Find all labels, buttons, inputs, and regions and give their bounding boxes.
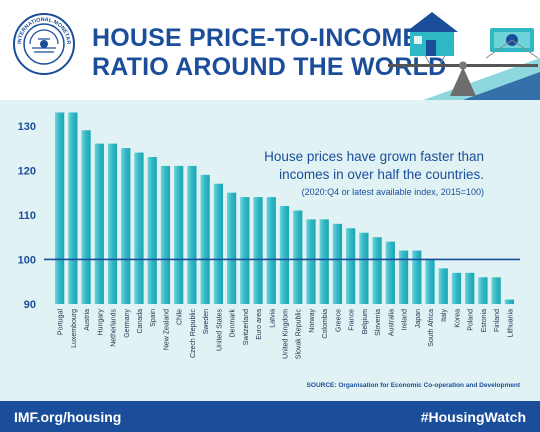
bar bbox=[94, 143, 104, 304]
bar bbox=[451, 272, 462, 304]
bar-chart: 90 100 110 120 130 Portugal Luxembourg Austria H… bbox=[18, 112, 520, 360]
x-tick-label: Austria bbox=[84, 309, 91, 331]
bar bbox=[187, 165, 197, 304]
imf-logo: INTERNATIONAL MONETARY FUND bbox=[12, 12, 75, 75]
x-tick-label: Hungary bbox=[97, 309, 104, 336]
x-tick-label: Latvia bbox=[269, 309, 276, 328]
bar bbox=[174, 165, 184, 304]
x-tick-label: France bbox=[349, 309, 356, 331]
bar bbox=[332, 223, 343, 304]
title-line-1: HOUSE PRICE-TO-INCOME bbox=[92, 24, 420, 52]
x-tick-label: Ireland bbox=[402, 309, 409, 331]
bar bbox=[279, 206, 290, 304]
x-tick-label: Slovak Republic bbox=[296, 309, 303, 360]
x-tick-label: Lithuania bbox=[507, 309, 514, 338]
source-note: SOURCE: Organisation for Economic Co-ope… bbox=[306, 382, 520, 389]
bar bbox=[293, 210, 303, 304]
x-tick-label: Korea bbox=[454, 309, 461, 328]
bar bbox=[346, 228, 356, 304]
x-tick-label: Belgium bbox=[362, 309, 369, 334]
y-tick-label: 130 bbox=[18, 121, 36, 133]
bar bbox=[425, 259, 435, 304]
bar bbox=[372, 237, 382, 304]
x-tick-label: Canada bbox=[137, 309, 144, 334]
x-tick-label: Slovenia bbox=[375, 309, 382, 336]
x-tick-label: Spain bbox=[150, 309, 157, 327]
bar bbox=[398, 250, 409, 304]
x-tick-label: Luxembourg bbox=[71, 309, 78, 348]
annotation-note: (2020:Q4 or latest available index, 2015… bbox=[301, 187, 484, 197]
y-tick-label: 100 bbox=[18, 254, 36, 266]
bar bbox=[200, 174, 210, 304]
x-tick-label: Australia bbox=[388, 309, 395, 336]
x-tick-label: Sweden bbox=[203, 309, 210, 334]
x-tick-label: Germany bbox=[124, 309, 131, 338]
y-tick-label: 90 bbox=[24, 299, 36, 311]
page-title: HOUSE PRICE-TO-INCOME RATIO AROUND THE W… bbox=[92, 24, 446, 82]
bar bbox=[438, 268, 448, 304]
x-tick-label: New Zealand bbox=[163, 309, 170, 350]
footer: IMF.org/housing #HousingWatch bbox=[0, 401, 540, 432]
bar bbox=[81, 130, 91, 304]
bar bbox=[213, 183, 223, 304]
footer-link[interactable]: IMF.org/housing bbox=[14, 409, 122, 425]
bar bbox=[385, 241, 395, 304]
x-tick-label: Switzerland bbox=[243, 309, 250, 345]
bar bbox=[478, 277, 488, 304]
chart-annotation: House prices have grown faster than inco… bbox=[230, 148, 484, 197]
bar bbox=[504, 299, 515, 304]
bar bbox=[306, 219, 316, 304]
title-line-2: RATIO AROUND THE WORLD bbox=[92, 53, 447, 81]
bar bbox=[240, 197, 250, 304]
footer-hashtag[interactable]: #HousingWatch bbox=[420, 409, 526, 425]
x-tick-label: Finland bbox=[494, 309, 501, 332]
x-tick-label: Euro area bbox=[256, 309, 263, 340]
bar bbox=[226, 192, 237, 304]
x-tick-label: United Kingdom bbox=[283, 309, 290, 359]
x-tick-label: United States bbox=[216, 309, 223, 352]
bar bbox=[319, 219, 329, 304]
bar bbox=[147, 157, 157, 304]
y-tick-label: 120 bbox=[18, 165, 36, 177]
annotation-line-1: House prices have grown faster than bbox=[264, 149, 484, 164]
bar bbox=[359, 232, 369, 304]
bar bbox=[68, 112, 78, 304]
x-tick-label: Chile bbox=[177, 309, 184, 325]
x-tick-label: Japan bbox=[415, 309, 422, 328]
x-tick-label: Greece bbox=[335, 309, 342, 332]
x-tick-label: Netherlands bbox=[111, 309, 118, 347]
x-tick-label: Czech Republic bbox=[190, 309, 197, 359]
x-tick-label: South Africa bbox=[428, 309, 435, 347]
x-tick-label: Colombia bbox=[322, 309, 329, 339]
annotation-line-2: incomes in over half the countries. bbox=[279, 167, 484, 182]
bar bbox=[465, 272, 475, 304]
scale-illustration bbox=[388, 12, 540, 112]
x-tick-label: Italy bbox=[441, 309, 448, 322]
bar bbox=[107, 143, 118, 304]
bar bbox=[54, 112, 65, 304]
bar bbox=[134, 152, 144, 304]
bar bbox=[266, 197, 276, 304]
bar bbox=[491, 277, 501, 304]
x-tick-label: Estonia bbox=[481, 309, 488, 332]
y-tick-label: 110 bbox=[18, 210, 36, 222]
bar bbox=[121, 148, 131, 304]
bar bbox=[160, 165, 171, 304]
x-tick-label: Poland bbox=[468, 309, 475, 331]
bar bbox=[253, 197, 263, 304]
bar bbox=[412, 250, 422, 304]
x-tick-label: Norway bbox=[309, 309, 316, 333]
x-tick-label: Portugal bbox=[58, 309, 65, 336]
x-tick-label: Denmark bbox=[230, 309, 237, 338]
